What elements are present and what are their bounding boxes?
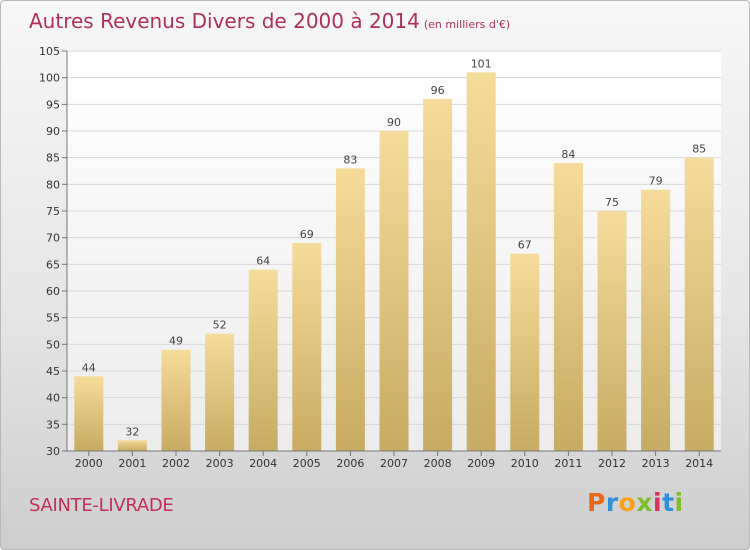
y-tick-label: 55 [46,312,60,325]
x-tick-label: 2012 [598,457,626,470]
y-tick-label: 85 [46,152,60,165]
x-tick-label: 2008 [424,457,452,470]
logo-letter: t [662,488,675,517]
y-tick-label: 75 [46,205,60,218]
logo-letter: i [674,488,684,517]
bar-value-label: 84 [561,148,575,161]
logo-letter: x [636,488,653,517]
place-name: SAINTE-LIVRADE [29,495,174,516]
y-tick-label: 50 [46,338,60,351]
chart-title-text: Autres Revenus Divers de 2000 à 2014 [29,9,420,33]
y-tick-label: 65 [46,258,60,271]
bar-2011 [553,163,583,451]
x-tick-label: 2000 [75,457,103,470]
x-tick-label: 2003 [206,457,234,470]
y-tick-label: 70 [46,232,60,245]
y-tick-label: 90 [46,125,60,138]
x-tick-label: 2011 [554,457,582,470]
bar-2007 [379,131,409,451]
bar-value-label: 44 [82,361,96,374]
bar-value-label: 101 [471,57,492,70]
y-tick-label: 80 [46,178,60,191]
bar-2006 [335,168,365,452]
axes: 30 35 40 45 50 55 60 65 70 75 80 85 90 95 100 105 2000 20… [39,45,721,470]
bar-value-label: 67 [518,239,532,252]
x-tick-label: 2005 [293,457,321,470]
y-tick-label: 95 [46,98,60,111]
bar-value-label: 32 [125,425,139,438]
bar-value-label: 85 [692,143,706,156]
chart-subtitle: (en milliers d'€) [423,18,511,31]
bar-2014 [684,157,714,451]
y-tick-label: 45 [46,365,60,378]
bar-value-label: 83 [343,153,357,166]
y-tick-label: 40 [46,392,60,405]
bar-value-label: 52 [213,319,227,332]
bar-value-label: 69 [300,228,314,241]
x-tick-label: 2010 [511,457,539,470]
bar-value-label: 96 [431,84,445,97]
x-tick-label: 2002 [162,457,190,470]
bars [74,72,714,452]
x-tick-label: 2013 [642,457,670,470]
y-tick-label: 60 [46,285,60,298]
logo-letter: r [605,488,619,517]
proxiti-logo: Proxiti [587,488,684,517]
x-tick-label: 2004 [249,457,277,470]
x-tick-label: 2014 [685,457,713,470]
chart-title: Autres Revenus Divers de 2000 à 2014 (en … [29,9,510,33]
bar-value-label: 64 [256,255,270,268]
bar-2002 [161,349,191,451]
y-tick-label: 100 [39,72,60,85]
x-tick-label: 2009 [467,457,495,470]
bar-value-label: 75 [605,196,619,209]
x-tick-label: 2007 [380,457,408,470]
y-tick-label: 105 [39,45,60,58]
bar-2004 [248,269,278,451]
bar-value-label: 79 [649,175,663,188]
y-tick-label: 35 [46,418,60,431]
logo-letter: P [587,488,606,517]
bar-2001 [117,440,147,451]
y-tick-label: 30 [46,445,60,458]
x-tick-label: 2006 [336,457,364,470]
bar-2012 [597,211,627,451]
bar-2008 [423,99,453,451]
logo-letter: o [618,488,637,517]
x-tick-label: 2001 [118,457,146,470]
bar-2009 [466,72,496,451]
bar-2000 [74,376,104,451]
bar-value-label: 90 [387,116,401,129]
bar-2005 [292,243,322,451]
bar-2010 [510,253,540,451]
bar-value-label: 49 [169,335,183,348]
logo-letter: i [653,488,663,517]
bar-2003 [205,333,235,451]
bar-value-labels: 44 32 49 52 64 69 83 90 96 101 67 84 75 79 85 [82,57,706,438]
bar-2013 [641,189,671,451]
